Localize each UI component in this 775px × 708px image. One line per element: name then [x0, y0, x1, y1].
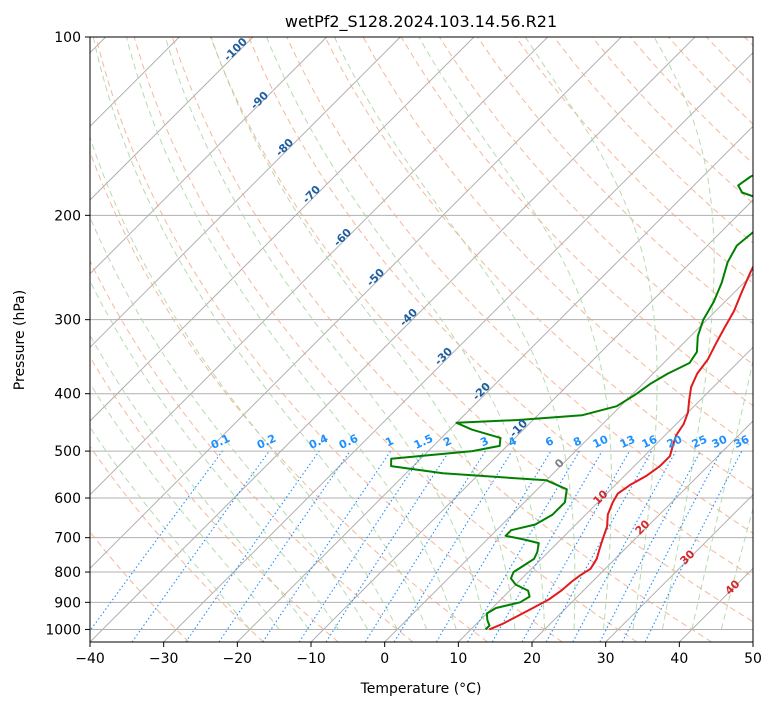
mixing-ratio-line [262, 450, 392, 642]
plot-frame [89, 36, 754, 643]
y-tick-label: 500 [54, 444, 81, 460]
dry-adiabat-line [324, 37, 753, 491]
x-axis-label: Temperature (°C) [360, 681, 482, 697]
dry-adiabat-line [95, 37, 563, 642]
dry-adiabat-line [90, 259, 414, 642]
y-tick-label: 300 [54, 313, 81, 329]
dry-adiabat-line [248, 37, 753, 578]
chart-title: wetPf2_S128.2024.103.14.56.R21 [285, 12, 557, 32]
dewpoint-profile-line [390, 174, 753, 631]
mixing-ratio-line [572, 450, 677, 642]
mixing-ratio-label: 20 [665, 433, 685, 451]
isotherm-line [90, 37, 401, 349]
x-tick-label: −30 [149, 651, 179, 667]
mixing-ratio-label: 16 [640, 433, 660, 451]
x-tick-label: −20 [223, 651, 253, 667]
isotherm-line [90, 37, 475, 422]
mixing-ratio-line [644, 450, 743, 642]
mixing-ratio-label: 25 [690, 433, 709, 451]
y-tick-label: 600 [54, 491, 81, 507]
x-tick-label: −40 [75, 651, 105, 667]
isotherm-line [90, 37, 622, 570]
x-tick-label: 50 [744, 651, 762, 667]
isotherm-line [90, 37, 696, 642]
moist-adiabat-line [418, 37, 613, 630]
y-tick-label: 400 [54, 387, 81, 403]
moist-adiabat-line [524, 37, 658, 630]
mixing-ratio-line [521, 450, 630, 642]
y-tick-label: 1000 [45, 622, 81, 638]
moist-adiabat-line [90, 426, 251, 630]
mixing-ratio-line [298, 450, 425, 642]
isotherm-line [531, 420, 753, 642]
dry-adiabat-line [515, 37, 753, 284]
moist-adiabat-line [92, 37, 428, 630]
y-axis-label: Pressure (hPa) [12, 290, 28, 390]
mixing-ratio-line [131, 450, 270, 642]
y-tick-label: 100 [54, 30, 81, 46]
profile-lines [390, 174, 753, 631]
axis-ticks: −40 −30 −20 −10 0 10 20 30 40 50 100 200 300 400 500 60… [45, 30, 762, 667]
x-tick-label: −10 [296, 651, 326, 667]
mixing-ratio-line [393, 450, 513, 642]
temperature-profile-line [488, 264, 753, 631]
moist-adiabat-line [266, 37, 546, 630]
moist-adiabat-line [90, 215, 369, 630]
moist-adiabat-line [90, 135, 398, 630]
isotherm-line [90, 37, 254, 201]
mixing-ratio-line [325, 450, 450, 642]
isotherm-line [752, 641, 753, 642]
mixing-ratio-line [218, 450, 351, 642]
moist-adiabat-line [90, 334, 310, 630]
y-tick-label: 900 [54, 595, 81, 611]
mixing-ratio-label: 13 [618, 433, 637, 451]
x-tick-label: 40 [670, 651, 688, 667]
isotherm-line [90, 37, 549, 496]
moist-adiabat-line [164, 37, 487, 630]
moist-adiabat-line [691, 358, 753, 630]
x-tick-label: 30 [597, 651, 615, 667]
moist-adiabat-line [90, 382, 280, 630]
dry-adiabat-line [171, 37, 712, 642]
mixing-ratio-label: 36 [732, 433, 752, 451]
moist-adiabat-line [210, 37, 516, 630]
dry-adiabat-line [286, 37, 753, 534]
y-tick-label: 800 [54, 565, 81, 581]
x-tick-label: 20 [523, 651, 541, 667]
isotherm-line [605, 493, 753, 642]
isotherm-line [457, 346, 753, 642]
moist-adiabat-line [90, 279, 339, 630]
isotherm-line [163, 51, 753, 642]
mixing-ratio-line [545, 450, 653, 642]
mixing-ratio-line [185, 450, 320, 642]
mixing-ratio-label: 10 [591, 433, 611, 451]
y-tick-label: 200 [54, 208, 81, 224]
mixing-ratio-label: 30 [710, 433, 730, 451]
dry-adiabat-line [90, 356, 339, 642]
isotherm-line [384, 272, 753, 642]
moist-adiabat-line [126, 37, 457, 630]
isotherm-line [90, 37, 328, 275]
moist-adiabat-line [720, 506, 753, 630]
plot-background [90, 37, 753, 642]
isotherm-line [236, 125, 753, 642]
x-tick-label: 0 [380, 651, 389, 667]
y-tick-label: 700 [54, 531, 81, 547]
x-tick-label: 10 [449, 651, 467, 667]
moist-adiabat-line [653, 37, 715, 630]
dry-adiabat-line [90, 445, 264, 642]
mixing-ratio-line [90, 450, 223, 632]
